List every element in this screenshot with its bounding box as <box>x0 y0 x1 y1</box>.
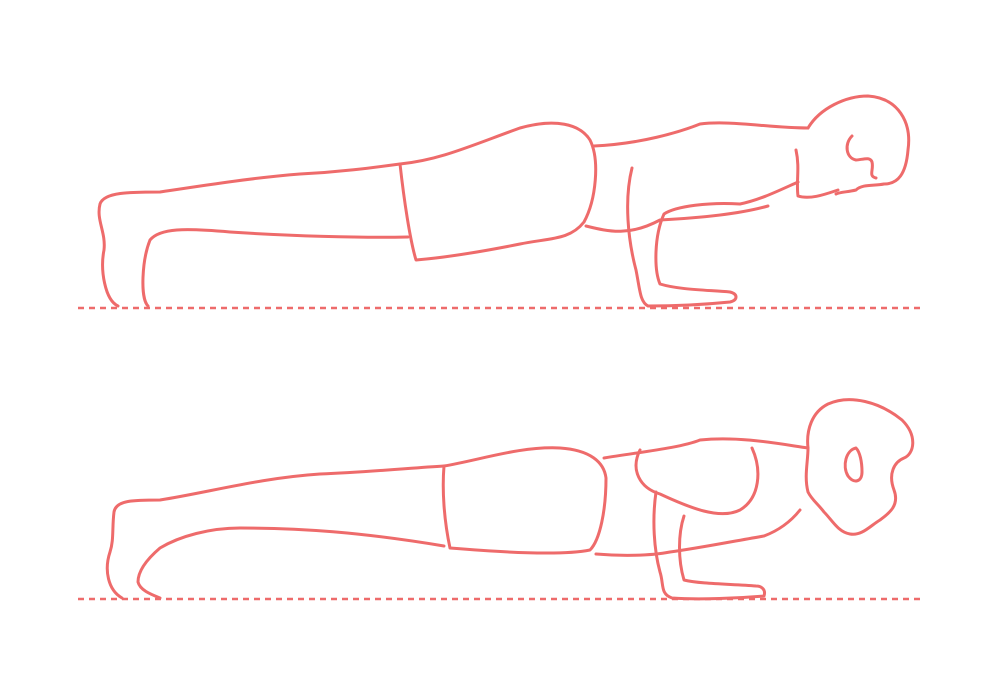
torso-outline-bottom <box>594 437 810 557</box>
shorts-outline-bottom <box>441 446 608 555</box>
shorts-outline-top <box>398 121 598 262</box>
ear-outline-top <box>845 134 878 180</box>
feet-and-legs-outline-top <box>97 162 410 308</box>
forearm-outline-bottom <box>652 490 766 601</box>
arm-outline-top <box>626 166 800 308</box>
torso-outline-top <box>584 121 810 233</box>
figure-high-plank <box>78 94 920 310</box>
head-outline-bottom <box>804 398 915 536</box>
upper-arm-outline-bottom <box>634 446 760 516</box>
figure-low-plank <box>78 398 920 601</box>
head-outline-top <box>794 94 911 199</box>
feet-and-legs-outline-bottom <box>105 464 446 600</box>
ear-outline-bottom <box>843 446 864 483</box>
